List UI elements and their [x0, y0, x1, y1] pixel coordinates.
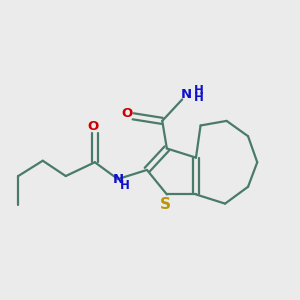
Text: H: H	[194, 84, 204, 97]
Text: O: O	[122, 107, 133, 120]
Text: O: O	[88, 120, 99, 133]
Text: S: S	[160, 197, 171, 212]
Text: N: N	[112, 172, 123, 186]
Text: H: H	[120, 179, 130, 192]
Text: N: N	[181, 88, 192, 101]
Text: H: H	[194, 92, 204, 104]
